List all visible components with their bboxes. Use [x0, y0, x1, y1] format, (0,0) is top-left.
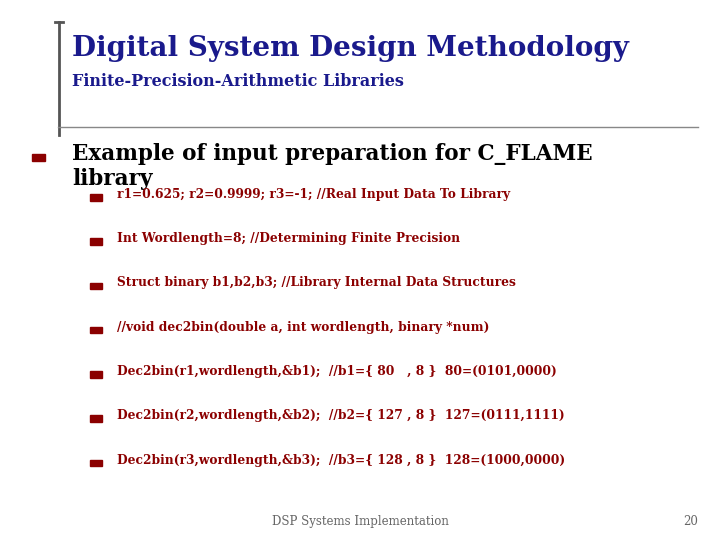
Text: Dec2bin(r2,wordlength,&b2);  //b2={ 127 , 8 }  127=(0111,1111): Dec2bin(r2,wordlength,&b2); //b2={ 127 ,…	[117, 409, 565, 422]
Text: Finite-Precision-Arithmetic Libraries: Finite-Precision-Arithmetic Libraries	[72, 73, 404, 90]
Text: Struct binary b1,b2,b3; //Library Internal Data Structures: Struct binary b1,b2,b3; //Library Intern…	[117, 276, 516, 289]
Text: Int Wordlength=8; //Determining Finite Precision: Int Wordlength=8; //Determining Finite P…	[117, 232, 461, 245]
Text: r1=0.625; r2=0.9999; r3=-1; //Real Input Data To Library: r1=0.625; r2=0.9999; r3=-1; //Real Input…	[117, 188, 510, 201]
Bar	[90, 327, 102, 333]
Bar	[90, 238, 102, 245]
Bar	[32, 154, 45, 161]
Text: library: library	[72, 168, 153, 191]
Text: DSP Systems Implementation: DSP Systems Implementation	[271, 515, 449, 528]
Bar	[90, 194, 102, 200]
Text: Dec2bin(r3,wordlength,&b3);  //b3={ 128 , 8 }  128=(1000,0000): Dec2bin(r3,wordlength,&b3); //b3={ 128 ,…	[117, 454, 565, 467]
Bar	[90, 371, 102, 377]
Text: Example of input preparation for C_FLAME: Example of input preparation for C_FLAME	[72, 143, 593, 165]
Text: 20: 20	[683, 515, 698, 528]
Bar	[90, 282, 102, 289]
Bar	[90, 415, 102, 422]
Text: Digital System Design Methodology: Digital System Design Methodology	[72, 35, 629, 62]
Text: //void dec2bin(double a, int wordlength, binary *num): //void dec2bin(double a, int wordlength,…	[117, 321, 490, 334]
Bar	[90, 460, 102, 466]
Text: Dec2bin(r1,wordlength,&b1);  //b1={ 80   , 8 }  80=(0101,0000): Dec2bin(r1,wordlength,&b1); //b1={ 80 , …	[117, 365, 557, 378]
